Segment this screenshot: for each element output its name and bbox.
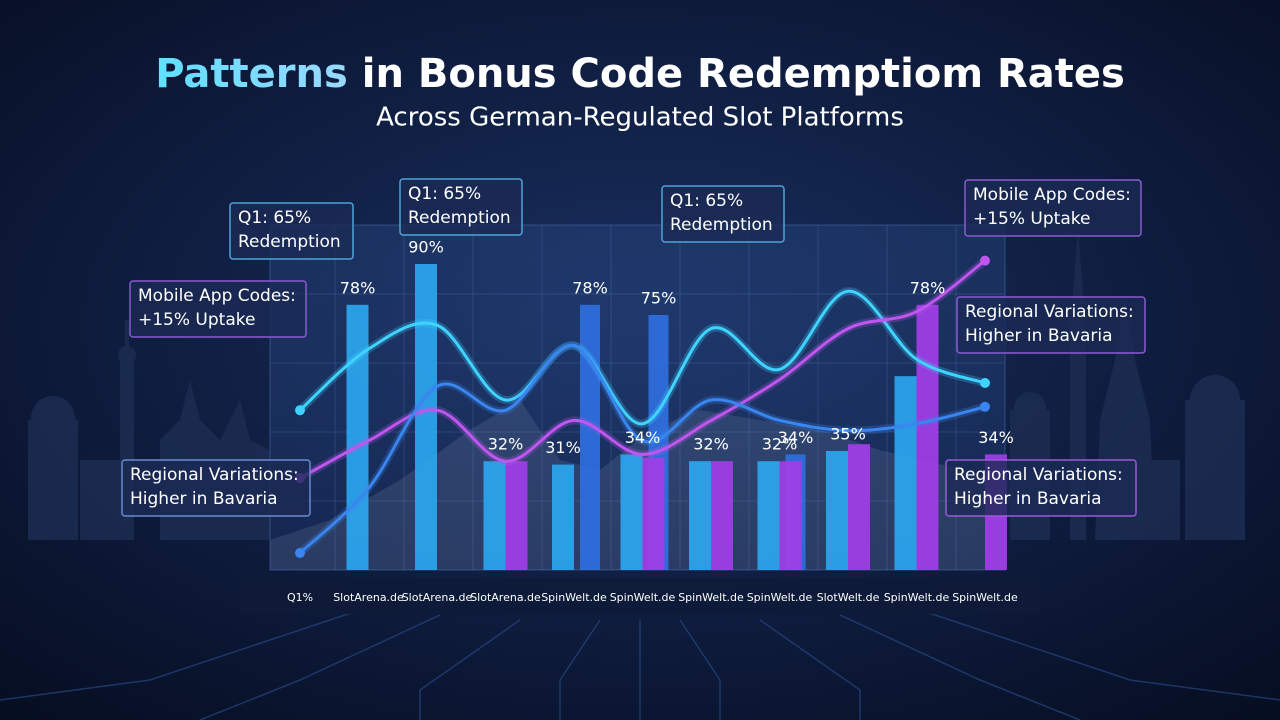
annotation-text: Q1: 65% — [670, 191, 743, 211]
annotation-box — [661, 185, 785, 243]
data-label: 34% — [978, 428, 1014, 447]
data-label: 34% — [778, 428, 814, 447]
annotation-box — [129, 280, 307, 338]
chart-base — [240, 578, 1040, 614]
chart-subtitle: Across German-Regulated Slot Platforms — [376, 103, 904, 133]
x-tick-label: SpinWelt.de — [541, 591, 607, 604]
bar — [894, 376, 917, 570]
chart-title: Patterns in Bonus Code Redemptiom Rates — [155, 51, 1125, 97]
annotation-text: Q1: 65% — [408, 184, 481, 204]
data-label: 78% — [340, 278, 376, 297]
annotation-text: Q1: 65% — [238, 208, 311, 228]
annotation-text: Regional Variations: — [130, 465, 299, 485]
data-label: 32% — [693, 435, 729, 454]
bar — [848, 444, 870, 570]
bar — [642, 457, 665, 570]
line-endpoint — [295, 405, 305, 416]
data-label: 90% — [408, 238, 444, 257]
annotation-text: +15% Uptake — [973, 209, 1090, 229]
line — [299, 259, 986, 480]
data-label: 32% — [762, 435, 798, 454]
bar — [620, 454, 643, 570]
annotation-text: Regional Variations: — [965, 302, 1134, 322]
bar — [483, 461, 506, 570]
x-tick-label: SlotWelt.de — [817, 591, 880, 604]
bar — [916, 304, 939, 570]
line-endpoint — [295, 548, 305, 558]
bar — [580, 304, 600, 570]
bar — [415, 264, 437, 570]
annotation-text: Redemption — [408, 208, 511, 228]
annotation-box — [121, 459, 311, 517]
line-endpoint — [980, 378, 990, 388]
bar — [505, 461, 528, 570]
annotation-box — [229, 202, 354, 260]
line-endpoint — [980, 255, 990, 266]
annotation-text: Redemption — [238, 232, 341, 252]
lines — [295, 255, 990, 558]
data-label: 35% — [830, 425, 866, 444]
annotation-text: Regional Variations: — [954, 465, 1123, 485]
bar — [711, 461, 733, 570]
data-label: 75% — [641, 289, 677, 308]
line — [298, 344, 986, 555]
annotations: Q1: 65% Redemption Q1: 65% Redemption Q1: 65… — [121, 178, 1146, 517]
annotation-text: Mobile App Codes: — [138, 286, 296, 306]
annotation-box — [945, 459, 1137, 517]
annotation-text: +15% Uptake — [138, 310, 255, 330]
data-label: 31% — [545, 438, 581, 457]
data-label: 32% — [488, 435, 524, 454]
annotation-text: Higher in Bavaria — [130, 489, 278, 509]
annotation-text: Mobile App Codes: — [973, 185, 1131, 205]
x-tick-label: SlotArena.de — [470, 591, 541, 604]
circuit-lines — [0, 609, 1280, 720]
bar — [346, 304, 369, 570]
line — [299, 289, 986, 426]
x-tick-label: SpinWelt.de — [678, 591, 744, 604]
x-tick-label: SpinWelt.de — [610, 591, 676, 604]
data-label: 78% — [572, 278, 608, 297]
annotation-text: Higher in Bavaria — [965, 326, 1113, 346]
bar — [826, 451, 848, 570]
bar — [552, 464, 574, 570]
annotation-box — [964, 179, 1142, 237]
annotation-text: Higher in Bavaria — [954, 489, 1102, 509]
data-label: 78% — [910, 278, 946, 297]
x-tick-label: SpinWelt.de — [884, 591, 950, 604]
annotation-box — [399, 178, 523, 236]
annotation-text: Redemption — [670, 215, 773, 235]
x-tick-label: SlotArena.de — [333, 591, 404, 604]
line-endpoint — [980, 401, 990, 412]
data-label: 34% — [625, 428, 661, 447]
bar — [757, 461, 780, 570]
x-tick-label: SpinWelt.de — [952, 591, 1018, 604]
x-tick-label: SlotArena.de — [402, 591, 473, 604]
x-tick-label: SpinWelt.de — [747, 591, 813, 604]
bar — [779, 461, 802, 570]
x-tick-label: Q1% — [287, 591, 313, 604]
bar — [689, 461, 711, 570]
annotation-box — [956, 296, 1146, 354]
